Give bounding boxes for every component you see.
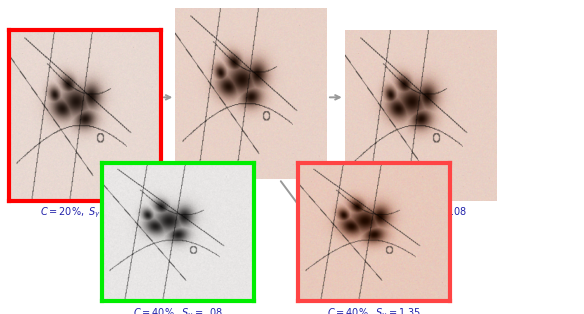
Text: $C = 20\%,\ S_\gamma = .68$: $C = 20\%,\ S_\gamma = .68$: [40, 206, 130, 220]
Text: $C = 40\%,\ S_\gamma = .08$: $C = 40\%,\ S_\gamma = .08$: [133, 306, 223, 314]
Text: $C = 80\%,\ S_\gamma = 1.08$: $C = 80\%,\ S_\gamma = 1.08$: [373, 206, 468, 220]
Text: $C = 40\%,\ S_\gamma = 1.35$: $C = 40\%,\ S_\gamma = 1.35$: [326, 306, 421, 314]
